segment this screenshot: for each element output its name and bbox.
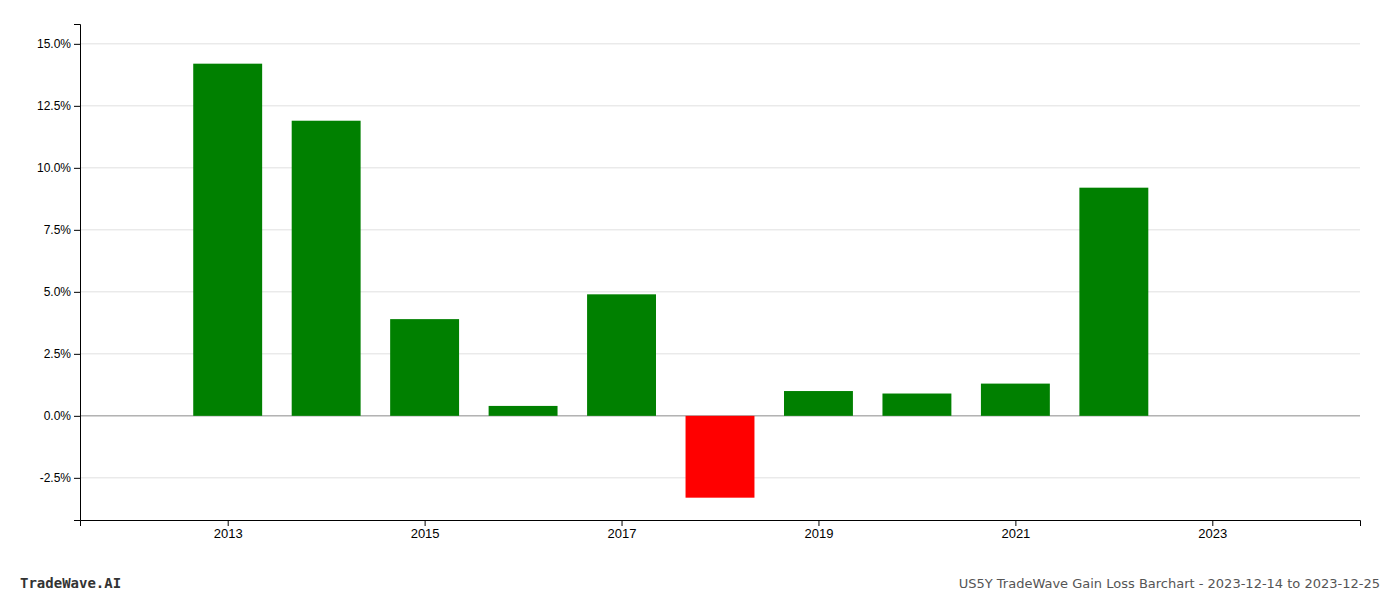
x-tick-mark [425, 520, 426, 526]
x-tick-label: 2019 [805, 526, 834, 541]
y-tick-label: 2.5% [44, 347, 72, 361]
y-tick-label: 5.0% [44, 285, 72, 299]
bar [784, 391, 853, 416]
x-tick-label: 2015 [411, 526, 440, 541]
x-tick: 2021 [1001, 520, 1030, 541]
chart-svg: -2.5% 0.0% 2.5% 5.0% 7.5% 10.0% 12.5% 15.0% 2013… [0, 0, 1400, 600]
x-tick: 2023 [1198, 520, 1227, 541]
y-tick-label: 0.0% [44, 409, 72, 423]
grid-line [80, 43, 1360, 44]
y-tick-label: 10.0% [37, 161, 71, 175]
y-tick: 2.5% [44, 347, 80, 361]
x-tick-mark [818, 520, 819, 526]
y-tick: 0.0% [44, 409, 80, 423]
bar [193, 64, 262, 416]
chart-container: -2.5% 0.0% 2.5% 5.0% 7.5% 10.0% 12.5% 15.0% 2013… [0, 0, 1400, 600]
y-tick: 5.0% [44, 285, 80, 299]
x-axis: 2013 2015 2017 2019 2021 2023 [81, 520, 1361, 541]
y-tick: 7.5% [44, 223, 80, 237]
bar [489, 406, 558, 416]
grid-line [80, 353, 1360, 354]
y-tick: 12.5% [37, 99, 80, 113]
grid-line [80, 291, 1360, 292]
y-tick-label: 7.5% [44, 223, 72, 237]
footer-right: US5Y TradeWave Gain Loss Barchart - 2023… [959, 576, 1380, 591]
x-tick-mark [622, 520, 623, 526]
x-tick-label: 2013 [214, 526, 243, 541]
y-axis: -2.5% 0.0% 2.5% 5.0% 7.5% 10.0% 12.5% 15.0% [37, 25, 81, 521]
x-tick-label: 2021 [1001, 526, 1030, 541]
y-tick-mark [74, 106, 80, 107]
y-tick-mark [74, 354, 80, 355]
x-tick: 2017 [608, 520, 637, 541]
y-axis-line [74, 25, 81, 521]
grid [80, 44, 1360, 478]
grid-line [80, 229, 1360, 230]
y-tick-label: 12.5% [37, 99, 71, 113]
x-tick-mark [1015, 520, 1016, 526]
y-tick-mark [74, 230, 80, 231]
plot-area [80, 64, 1360, 498]
y-tick: 15.0% [37, 37, 80, 51]
y-tick: -2.5% [40, 471, 80, 485]
bar [1079, 188, 1148, 416]
x-tick-mark [1212, 520, 1213, 526]
y-tick-label: -2.5% [40, 471, 72, 485]
x-axis-line [81, 521, 1361, 527]
x-tick-label: 2023 [1198, 526, 1227, 541]
bar [390, 319, 459, 416]
y-tick: 10.0% [37, 161, 80, 175]
x-tick: 2013 [214, 520, 243, 541]
bar [686, 416, 755, 498]
y-tick-mark [74, 168, 80, 169]
y-tick-mark [74, 416, 80, 417]
x-tick-mark [228, 520, 229, 526]
bar [587, 294, 656, 416]
y-tick-label: 15.0% [37, 37, 71, 51]
y-tick-mark [74, 44, 80, 45]
x-tick: 2015 [411, 520, 440, 541]
y-tick-mark [74, 478, 80, 479]
y-tick-mark [74, 292, 80, 293]
grid-line [80, 105, 1360, 106]
bar [981, 384, 1050, 416]
x-tick: 2019 [805, 520, 834, 541]
grid-line [80, 167, 1360, 168]
footer-left: TradeWave.AI [20, 575, 121, 591]
bar [882, 394, 951, 416]
x-tick-label: 2017 [608, 526, 637, 541]
bar [292, 121, 361, 416]
